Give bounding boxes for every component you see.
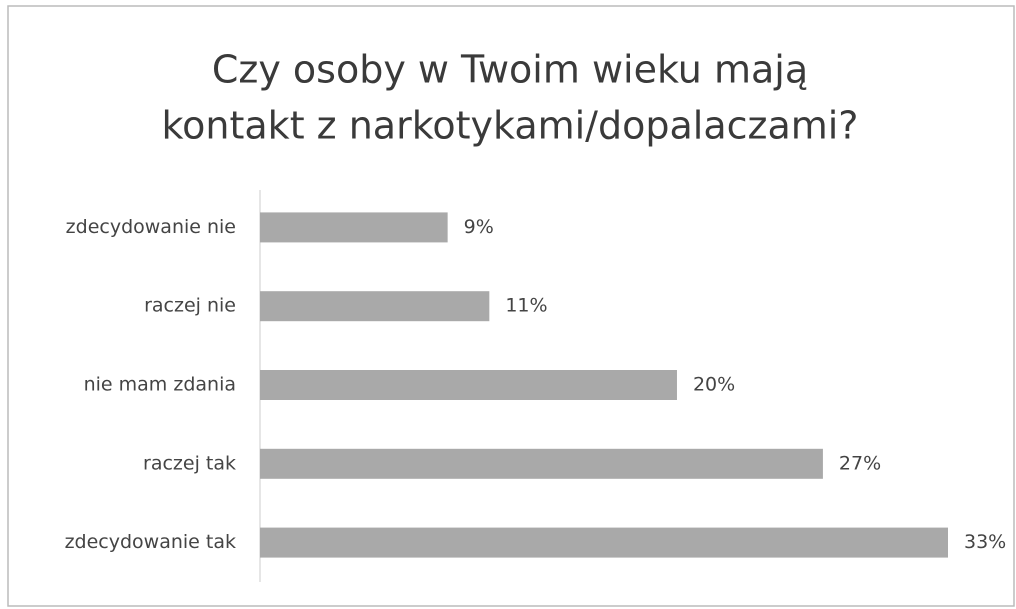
y-tick-label: zdecydowanie tak — [65, 531, 236, 553]
chart-title: kontakt z narkotykami/dopalaczami? — [162, 104, 859, 148]
y-tick-label: nie mam zdania — [84, 374, 236, 396]
y-tick-label: zdecydowanie nie — [66, 216, 236, 238]
y-tick-label: raczej nie — [144, 295, 236, 317]
bar — [260, 370, 677, 400]
data-label: 27% — [839, 452, 881, 474]
data-label: 20% — [693, 374, 735, 396]
data-label: 11% — [505, 295, 547, 317]
data-label: 9% — [464, 216, 494, 238]
bar — [260, 527, 948, 558]
chart-title: Czy osoby w Twoim wieku mają — [212, 48, 808, 92]
bar — [260, 448, 823, 479]
bar — [260, 212, 448, 243]
bar — [260, 291, 490, 322]
y-tick-label: raczej tak — [143, 452, 236, 474]
chart-frame — [7, 5, 1015, 607]
data-label: 33% — [964, 531, 1006, 553]
